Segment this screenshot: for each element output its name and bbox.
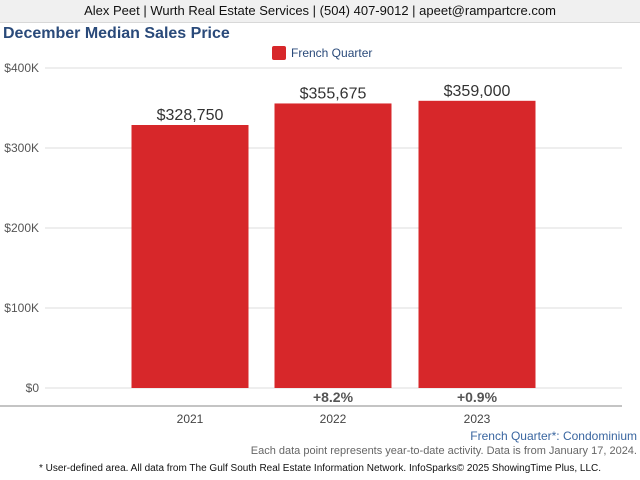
bar — [418, 100, 536, 389]
contact-header: Alex Peet | Wurth Real Estate Services |… — [0, 0, 640, 23]
x-tick-label: 2023 — [464, 412, 491, 426]
data-note: Each data point represents year-to-date … — [250, 445, 637, 457]
x-tick-label: 2022 — [320, 412, 347, 426]
bar — [131, 125, 249, 388]
value-label: $359,000 — [444, 83, 511, 100]
legend-label: French Quarter — [291, 46, 373, 60]
value-label: $355,675 — [300, 85, 367, 102]
chart-title: December Median Sales Price — [3, 25, 230, 42]
y-tick-label: $200K — [4, 221, 39, 235]
contact-line: Alex Peet | Wurth Real Estate Services |… — [84, 3, 556, 18]
change-label: +0.9% — [457, 389, 498, 405]
y-tick-label: $100K — [4, 301, 39, 315]
value-label: $328,750 — [157, 107, 224, 124]
legend-swatch — [272, 46, 286, 60]
credit-line: * User-defined area. All data from The G… — [38, 463, 602, 474]
change-label: +8.2% — [313, 389, 354, 405]
x-tick-label: 2021 — [177, 412, 204, 426]
legend[interactable]: French Quarter — [272, 45, 372, 61]
y-tick-label: $300K — [4, 141, 39, 155]
area-label: French Quarter*: Condominium — [470, 429, 637, 443]
y-tick-label: $400K — [4, 61, 39, 75]
y-tick-label: $0 — [26, 381, 40, 395]
bar — [274, 103, 392, 389]
